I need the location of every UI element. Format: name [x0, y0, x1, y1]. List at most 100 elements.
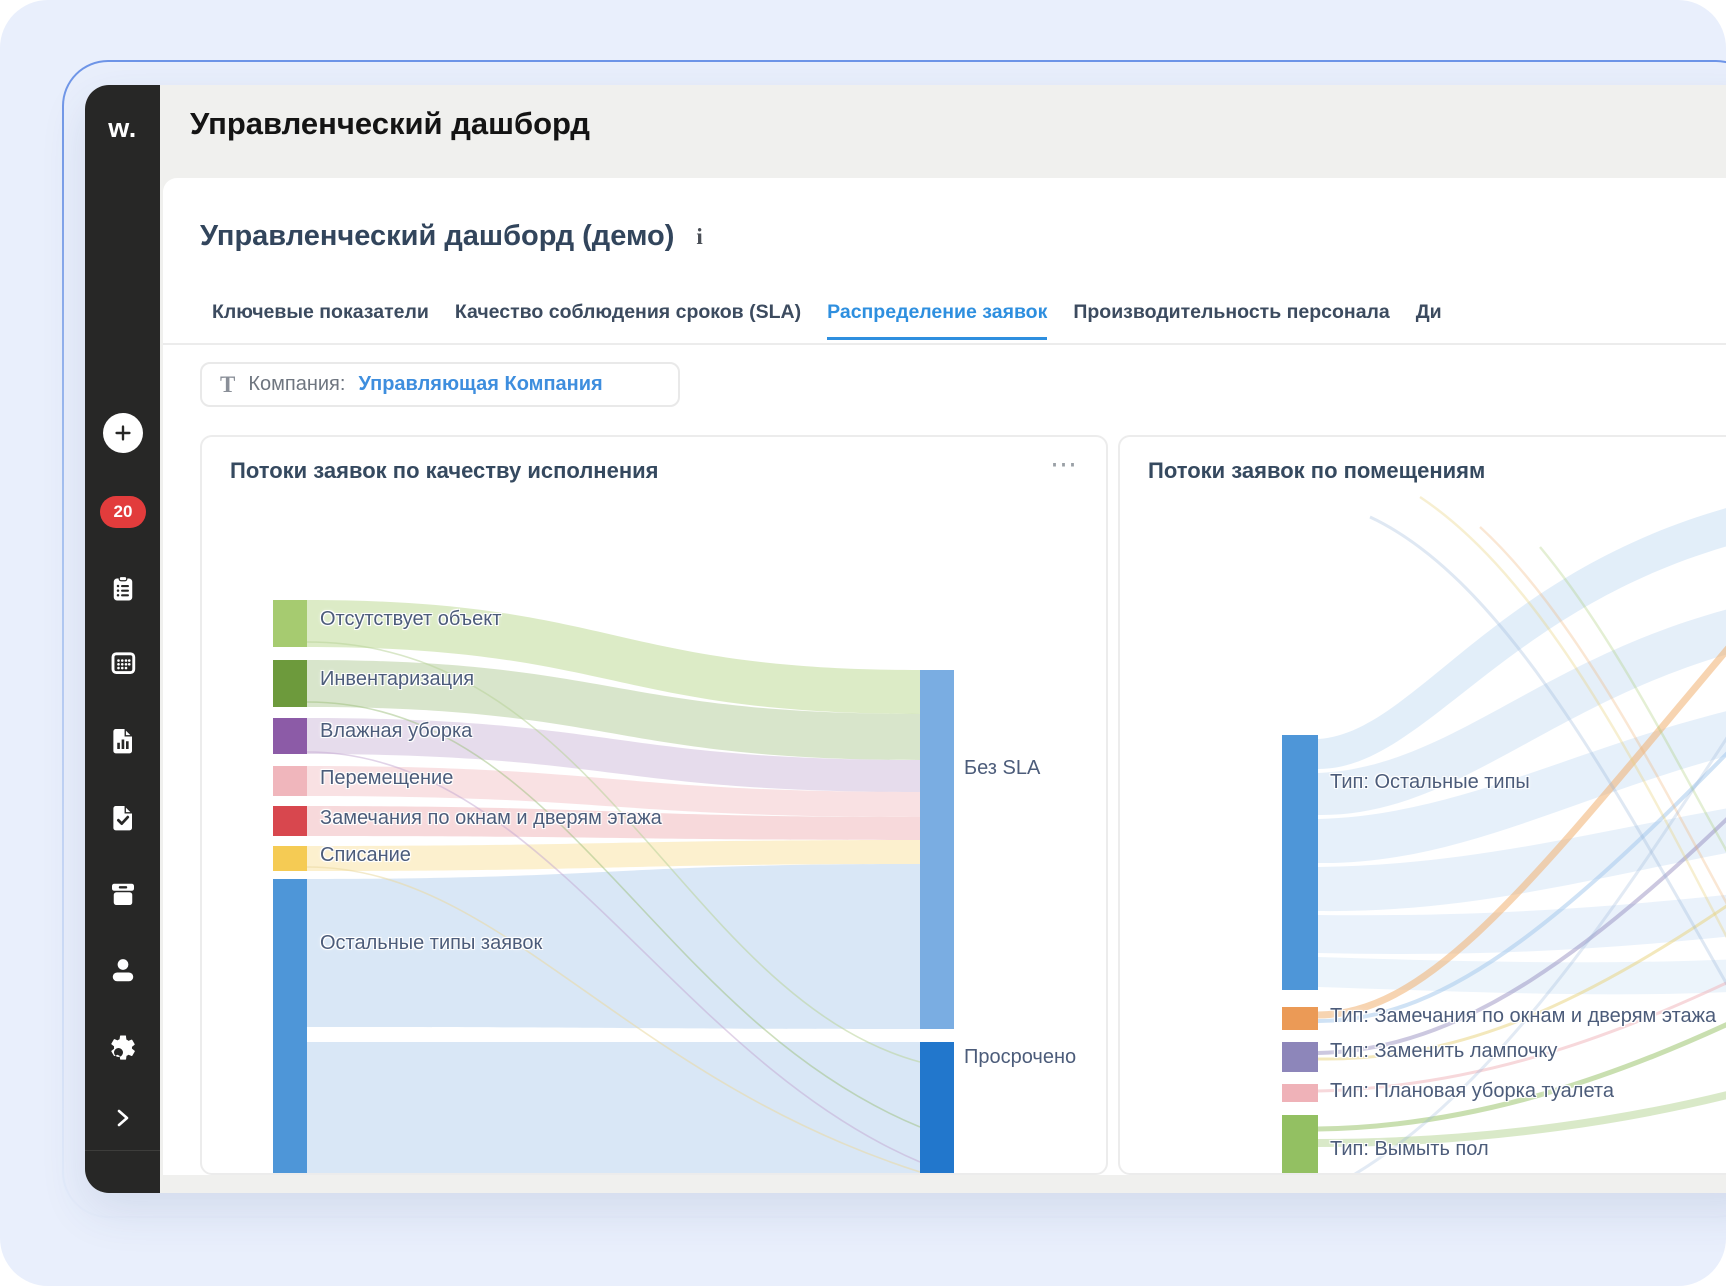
filter-label: Компания: [248, 373, 346, 395]
flow-band [1318, 894, 1726, 955]
node-wet-cleaning[interactable] [273, 718, 307, 754]
text-filter-icon: T [220, 371, 236, 397]
flow-band [1318, 957, 1726, 995]
thin-flow-line [1317, 1091, 1726, 1147]
node-label: Тип: Плановая уборка туалета [1330, 1080, 1614, 1102]
node-writeoff[interactable] [273, 846, 307, 871]
tab-request-distribution[interactable]: Распределение заявок [827, 301, 1048, 340]
thin-flow-line [1369, 515, 1726, 986]
sidebar-item-users[interactable] [108, 955, 138, 985]
user-icon [112, 959, 134, 982]
node-label: Замечания по окнам и дверям этажа [320, 807, 662, 829]
thin-flow-line [1479, 526, 1726, 905]
thin-flow-line [1317, 981, 1726, 1093]
flow-writeoff [307, 840, 920, 871]
thin-flow-line [1317, 645, 1726, 1019]
sidebar-item-reports[interactable] [108, 726, 138, 756]
sidebar-expand-button[interactable] [113, 1106, 133, 1130]
node-label: Просрочено [964, 1046, 1077, 1068]
sidebar: w. 20 [85, 85, 160, 1193]
app-window: w. 20 [85, 85, 1726, 1193]
flow-inventory [307, 660, 920, 760]
node-type-replace-bulb[interactable] [1282, 1042, 1318, 1072]
sidebar-divider [85, 1150, 160, 1151]
node-label: Тип: Заменить лампочку [1330, 1040, 1558, 1062]
flow-band [1318, 609, 1726, 816]
plus-icon [115, 425, 131, 441]
node-no-object[interactable] [273, 600, 307, 647]
tab-sla-quality[interactable]: Качество соблюдения сроков (SLA) [454, 301, 802, 323]
notification-badge: 20 [100, 496, 146, 528]
info-icon[interactable]: i [696, 224, 703, 249]
tab-staff-productivity[interactable]: Производительность персонала [1073, 301, 1390, 323]
node-relocation[interactable] [273, 766, 307, 796]
thin-flow-line [1317, 817, 1726, 1055]
node-type-wash-floor[interactable] [1282, 1115, 1318, 1175]
thin-flow-line [306, 866, 921, 1173]
flow-band [1318, 808, 1726, 912]
window-title: Управленческий дашборд [190, 106, 590, 141]
node-windows-doors[interactable] [273, 806, 307, 836]
node-type-windows-doors[interactable] [1282, 1007, 1318, 1030]
calendar-icon [111, 652, 136, 674]
tab-bar: Ключевые показатели Качество соблюдения … [212, 301, 1726, 340]
card-flows-by-premises: Потоки заявок по помещениям [1118, 435, 1726, 1175]
thin-flow-line [1317, 904, 1726, 1061]
flow-band [1318, 711, 1726, 864]
add-button[interactable] [103, 413, 143, 453]
sidebar-item-calendar[interactable] [108, 648, 138, 678]
flow-wet-cleaning [307, 718, 920, 792]
node-label: Без SLA [964, 757, 1041, 779]
flow-relocation [307, 766, 920, 817]
main-panel: Управленческий дашборд (демо) i Ключевые… [163, 178, 1726, 1175]
page-title: Управленческий дашборд (демо) [200, 220, 675, 252]
node-label: Инвентаризация [320, 668, 475, 690]
flow-band [1318, 508, 1726, 769]
card-title: Потоки заявок по качеству исполнения [230, 458, 659, 483]
tab-key-indicators[interactable]: Ключевые показатели [212, 301, 429, 323]
tabs-divider [163, 343, 1726, 345]
card-menu-button[interactable]: ⋯ [1050, 449, 1080, 479]
app-logo: w. [108, 113, 137, 143]
thin-flow-line [306, 751, 921, 1163]
thin-flow-line [306, 701, 921, 1128]
archive-box-icon [112, 883, 134, 905]
document-check-icon [113, 804, 134, 831]
flow-windows-doors [307, 806, 920, 840]
thin-flow-line [1539, 546, 1726, 853]
node-type-toilet-cleaning[interactable] [1282, 1084, 1318, 1102]
node-label: Тип: Замечания по окнам и дверям этажа [1330, 1005, 1717, 1027]
flow-other-to-overdue [307, 1042, 920, 1173]
thin-flow-line [1317, 751, 1726, 1023]
node-overdue[interactable] [920, 1042, 954, 1175]
sankey-quality-diagram [273, 600, 954, 1175]
node-label: Списание [320, 844, 411, 866]
sidebar-item-settings[interactable] [108, 1033, 138, 1063]
node-no-sla[interactable] [920, 670, 954, 1029]
sidebar-item-tasks[interactable] [108, 574, 138, 604]
filter-value: Управляющая Компания [358, 373, 603, 395]
thin-flow-line [1419, 495, 1726, 939]
sidebar-item-archive[interactable] [108, 879, 138, 909]
node-inventory[interactable] [273, 660, 307, 707]
thin-flow-line [1317, 1022, 1726, 1132]
node-type-other[interactable] [1282, 735, 1318, 990]
company-filter-chip[interactable]: T Компания: Управляющая Компания [200, 362, 680, 407]
flow-other-to-nosla [307, 864, 920, 1029]
node-label: Влажная уборка [320, 720, 473, 742]
node-label: Отсутствует объект [320, 608, 502, 630]
tab-truncated[interactable]: Ди [1415, 301, 1442, 323]
document-chart-icon [113, 727, 134, 754]
clipboard-list-icon [113, 575, 133, 601]
chevron-right-icon [117, 1109, 129, 1127]
node-label: Тип: Вымыть пол [1330, 1138, 1489, 1160]
card-flows-by-quality: Потоки заявок по качеству исполнения ⋯ [200, 435, 1108, 1175]
node-label: Перемещение [320, 767, 454, 789]
settings-gear-icon [111, 1035, 135, 1060]
node-other-types[interactable] [273, 879, 307, 1175]
sidebar-item-checklists[interactable] [108, 803, 138, 833]
thin-flow-line [306, 641, 921, 1063]
node-label: Остальные типы заявок [320, 932, 543, 954]
sankey-premises-diagram [1282, 495, 1726, 1175]
